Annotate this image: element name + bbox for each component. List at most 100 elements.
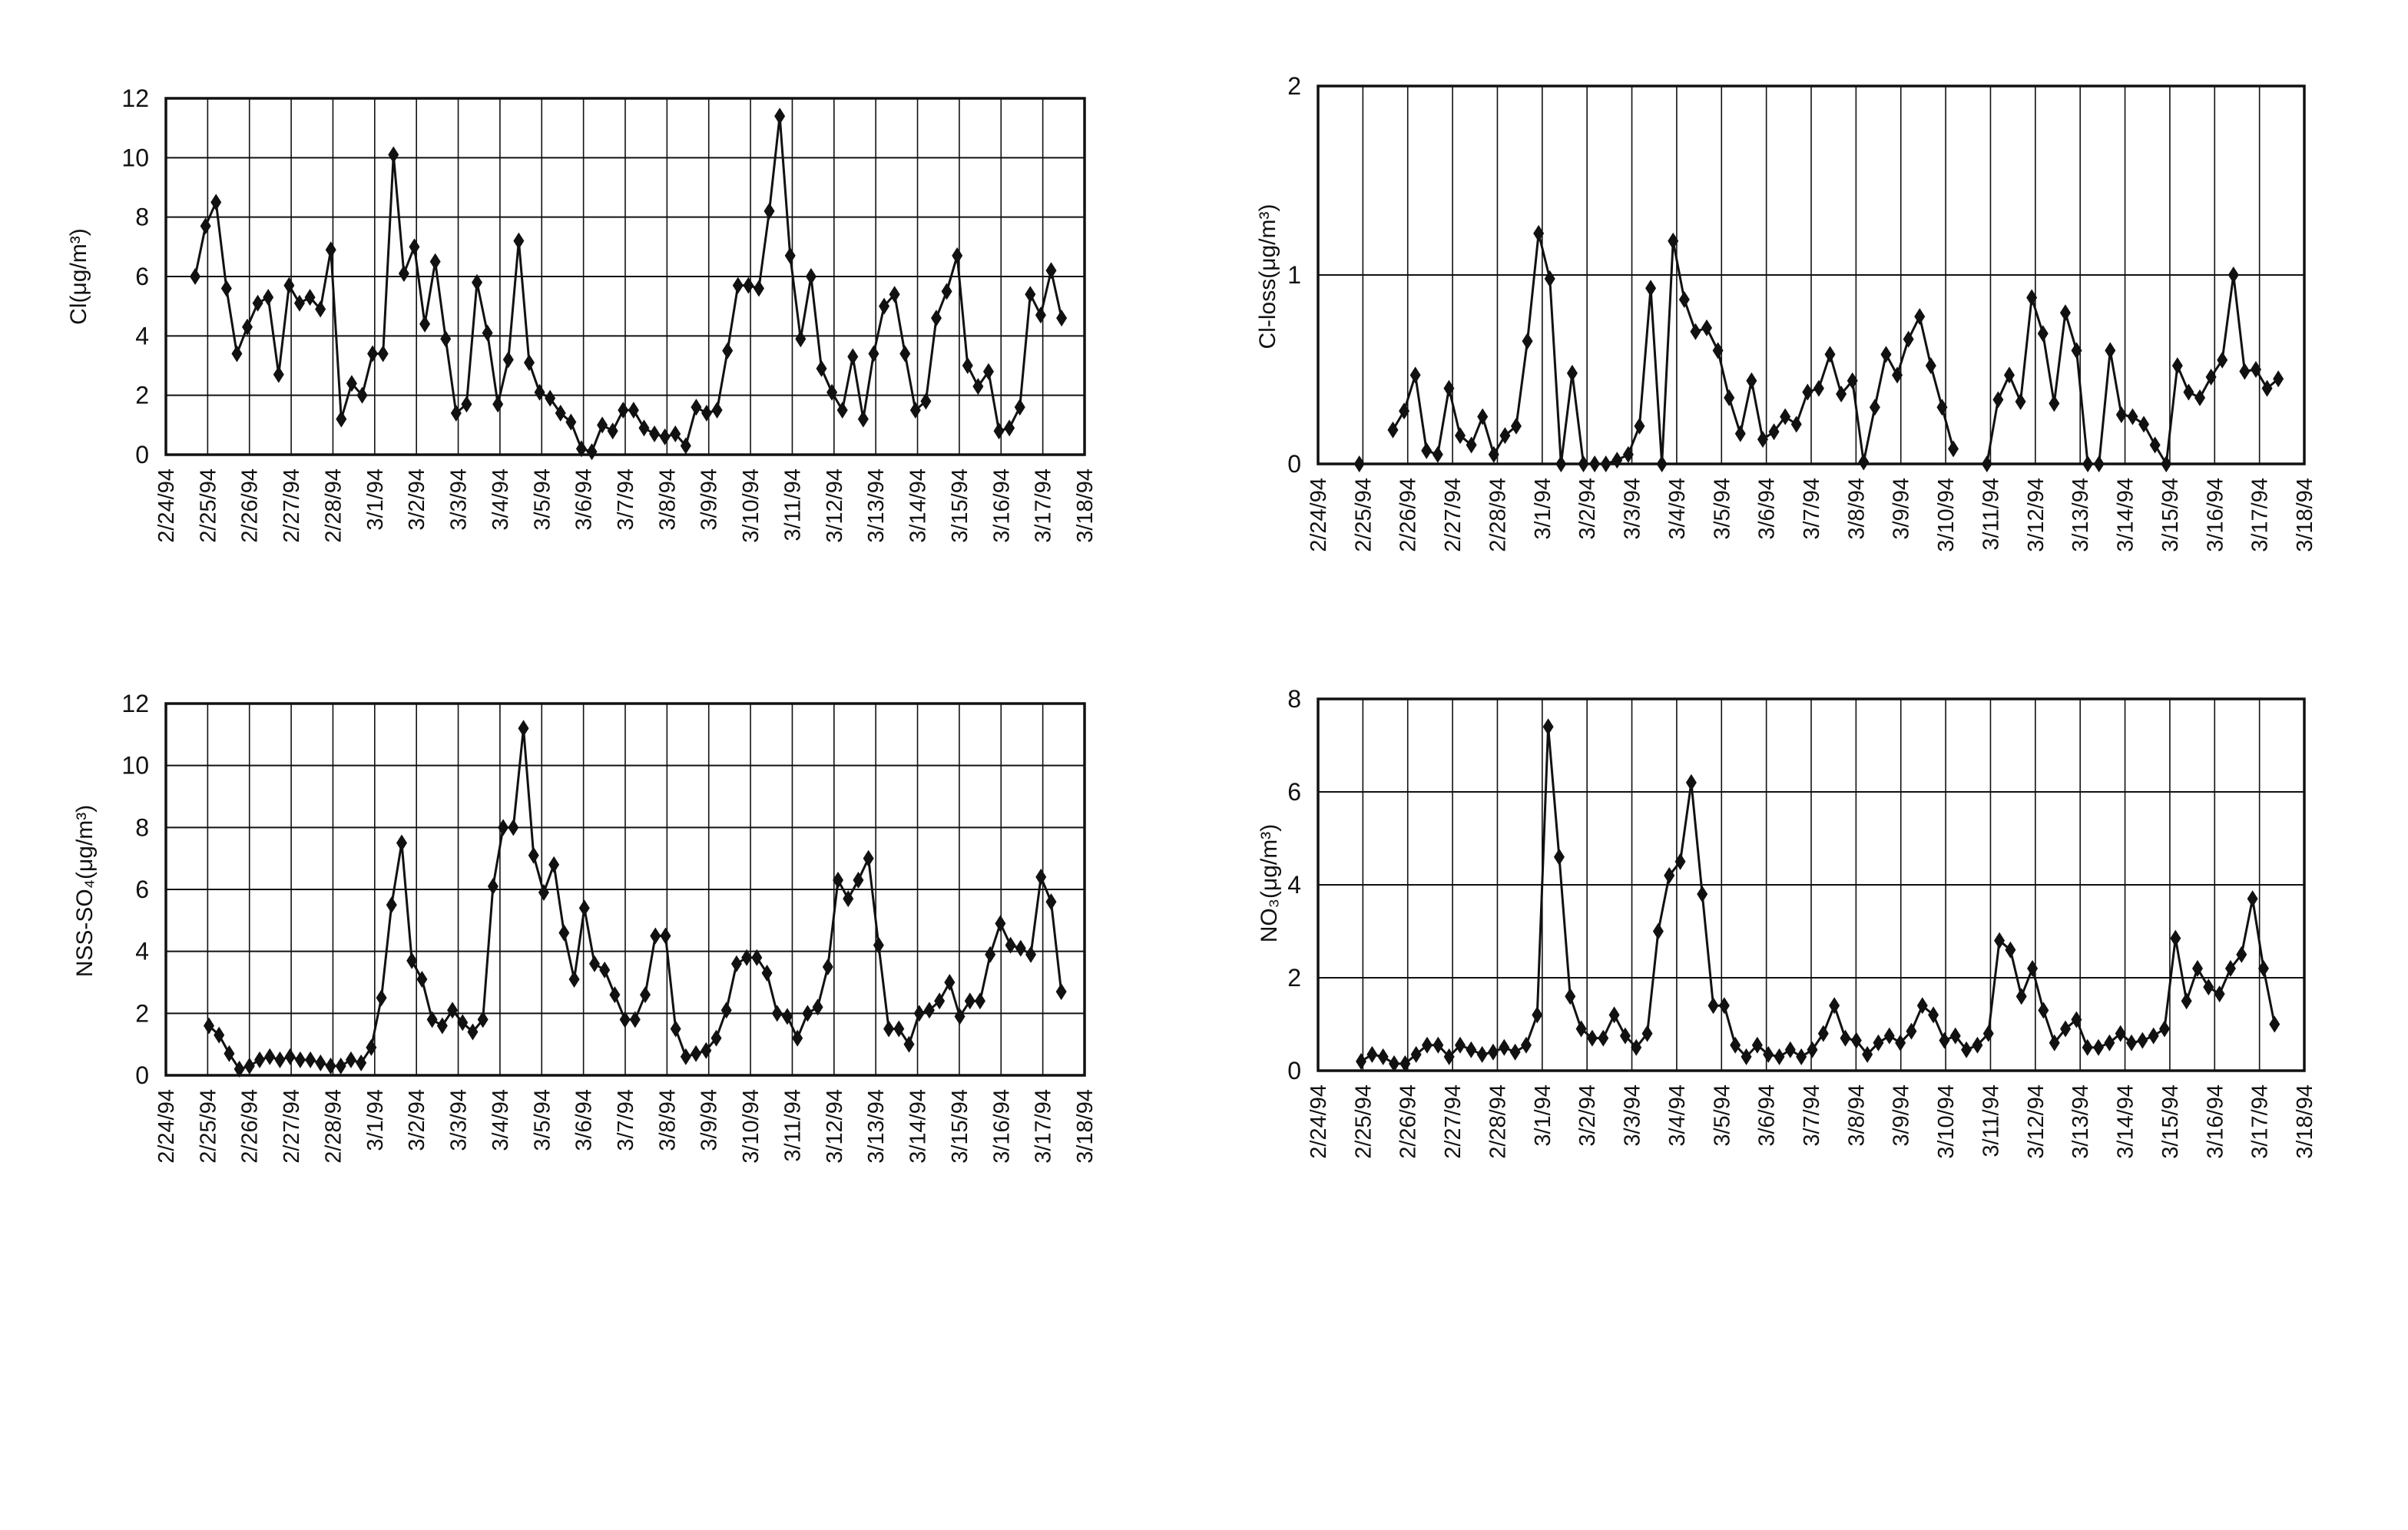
data-point <box>2250 361 2261 378</box>
data-point <box>873 936 884 954</box>
data-point <box>1399 402 1410 420</box>
data-point <box>889 286 900 303</box>
data-point <box>586 443 598 461</box>
data-point <box>1433 1036 1444 1054</box>
x-tick-label: 3/7/94 <box>1800 1085 1824 1147</box>
data-point <box>792 1029 803 1047</box>
data-point <box>883 1020 895 1038</box>
plot-frame <box>1317 84 2306 465</box>
data-point <box>638 419 650 437</box>
y-tick-label: 10 <box>121 752 149 780</box>
y-tick-label: 12 <box>121 690 149 717</box>
data-point <box>680 1048 691 1065</box>
data-point <box>853 871 864 889</box>
data-point <box>944 974 956 991</box>
x-tick-label: 2/24/94 <box>1307 1085 1331 1159</box>
data-point <box>1840 1029 1851 1047</box>
data-point <box>836 402 848 419</box>
data-point <box>1566 364 1578 382</box>
y-tick-label: 0 <box>135 1061 149 1089</box>
data-point <box>1641 1025 1653 1042</box>
data-point <box>619 1011 631 1028</box>
data-point <box>1015 939 1026 957</box>
data-point <box>1883 1027 1895 1045</box>
data-point <box>1730 1036 1741 1054</box>
data-point <box>1906 1022 1917 1040</box>
y-tick-label: 1 <box>1287 261 1301 289</box>
data-point <box>1499 427 1511 445</box>
data-point <box>670 1020 681 1038</box>
x-tick-label: 3/1/94 <box>363 469 388 531</box>
data-point <box>377 345 389 363</box>
data-point <box>263 289 274 306</box>
data-point <box>743 277 754 294</box>
data-point <box>2227 267 2239 283</box>
data-point <box>993 422 1005 440</box>
data-point <box>2191 959 2203 977</box>
x-tick-label: 3/11/94 <box>780 1089 805 1162</box>
y-tick-label: 0 <box>135 441 149 469</box>
data-point <box>1817 1025 1829 1042</box>
y-tick-label: 2 <box>135 382 149 409</box>
x-tick-label: 3/10/94 <box>1934 478 1959 552</box>
x-tick-label: 3/3/94 <box>447 1089 472 1151</box>
data-point <box>1928 1006 1939 1024</box>
x-tick-label: 3/9/94 <box>697 1089 722 1151</box>
data-point <box>863 849 874 867</box>
data-point <box>2060 1020 2072 1038</box>
x-tick-label: 2/28/94 <box>1486 1085 1510 1159</box>
data-point <box>273 366 284 383</box>
data-point <box>1949 1027 1961 1045</box>
x-tick-label: 3/16/94 <box>989 1089 1014 1164</box>
data-point <box>1674 853 1686 870</box>
data-point <box>2093 1038 2105 1056</box>
data-point <box>498 819 509 836</box>
data-point <box>1925 357 1936 375</box>
data-point <box>1790 416 1802 433</box>
data-point <box>952 247 963 264</box>
data-point <box>1608 1006 1620 1024</box>
data-point <box>2205 368 2217 386</box>
x-tick-label: 2/27/94 <box>280 469 304 543</box>
data-point <box>1035 868 1047 886</box>
data-point <box>1399 1055 1411 1072</box>
data-point <box>1707 997 1719 1015</box>
x-tick-label: 3/6/94 <box>572 469 597 531</box>
data-point <box>2105 342 2116 359</box>
data-point <box>2038 1002 2049 1019</box>
y-axis-label: NSS-SO₄(μg/m³) <box>72 805 98 978</box>
data-point <box>903 1035 915 1053</box>
data-point <box>242 318 253 336</box>
y-tick-label: 8 <box>135 204 149 231</box>
data-point <box>2138 416 2150 433</box>
x-tick-label: 3/3/94 <box>1621 1085 1645 1147</box>
data-point <box>304 289 316 306</box>
x-tick-label: 3/1/94 <box>1531 1085 1555 1147</box>
data-point <box>1807 1041 1818 1058</box>
data-point <box>1895 1034 1906 1051</box>
x-tick-label: 3/7/94 <box>1800 478 1824 540</box>
data-point <box>2115 406 2127 424</box>
data-point <box>565 413 577 431</box>
x-tick-label: 3/5/94 <box>530 469 555 531</box>
data-point <box>2015 392 2026 410</box>
data-point <box>1586 1029 1598 1047</box>
data-point <box>972 378 984 396</box>
x-tick-label: 3/10/94 <box>739 1089 763 1164</box>
data-point <box>2261 379 2273 397</box>
data-point <box>2037 325 2049 343</box>
x-tick-label: 3/5/94 <box>530 1089 555 1151</box>
data-point <box>2003 366 2015 384</box>
data-point <box>1685 773 1697 791</box>
y-tick-label: 10 <box>121 144 149 171</box>
data-point <box>995 915 1006 932</box>
data-point <box>472 273 483 291</box>
data-point <box>367 345 379 363</box>
data-point <box>680 437 691 455</box>
data-point <box>568 970 580 988</box>
data-point <box>1668 232 1679 250</box>
data-point <box>2049 395 2060 412</box>
data-point <box>879 297 890 315</box>
data-point <box>1611 452 1623 469</box>
y-axis-label: Cl-loss(μg/m³) <box>1255 204 1280 349</box>
